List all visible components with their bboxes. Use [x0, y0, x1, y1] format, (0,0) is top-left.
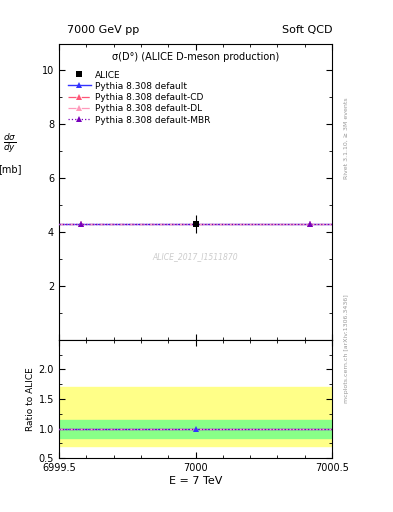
Bar: [59, 387, 332, 446]
Text: ALICE_2017_I1511870: ALICE_2017_I1511870: [153, 252, 238, 261]
Text: Rivet 3.1.10, ≥ 3M events: Rivet 3.1.10, ≥ 3M events: [344, 97, 349, 179]
Y-axis label: Ratio to ALICE: Ratio to ALICE: [26, 367, 35, 431]
Text: Soft QCD: Soft QCD: [282, 25, 332, 35]
Text: 7000 GeV pp: 7000 GeV pp: [67, 25, 139, 35]
Text: $\frac{d\sigma}{dy}$: $\frac{d\sigma}{dy}$: [3, 132, 17, 155]
X-axis label: E = 7 TeV: E = 7 TeV: [169, 476, 222, 486]
Text: [mb]: [mb]: [0, 164, 22, 174]
Text: mcplots.cern.ch [arXiv:1306.3436]: mcplots.cern.ch [arXiv:1306.3436]: [344, 294, 349, 402]
Bar: [59, 420, 332, 437]
Text: σ(D°) (ALICE D-meson production): σ(D°) (ALICE D-meson production): [112, 52, 279, 62]
Legend: ALICE, Pythia 8.308 default, Pythia 8.308 default-CD, Pythia 8.308 default-DL, P: ALICE, Pythia 8.308 default, Pythia 8.30…: [66, 69, 212, 126]
